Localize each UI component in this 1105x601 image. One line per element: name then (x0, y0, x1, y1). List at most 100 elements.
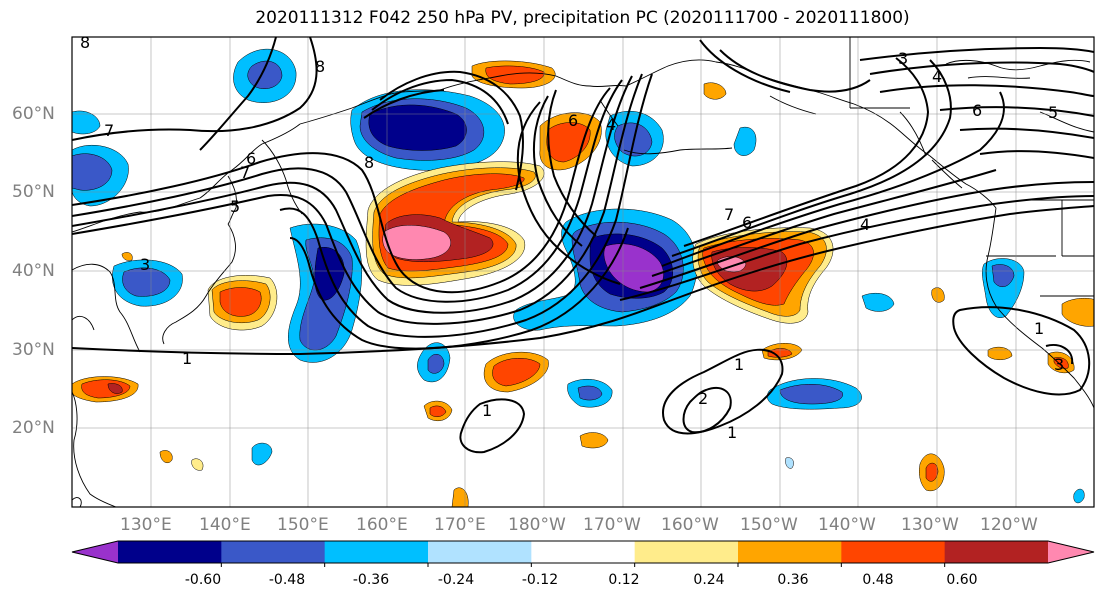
pv-contour (869, 61, 1094, 75)
contour-label: 3 (1054, 355, 1064, 374)
coastlines (72, 37, 1094, 507)
coastline (623, 147, 733, 155)
colorbar-swatch (118, 541, 222, 563)
lon-label: 160°E (356, 515, 408, 535)
pv-contour (72, 37, 318, 141)
coastline (986, 199, 1094, 297)
colorbar-tick-label: -0.48 (268, 572, 306, 588)
precip-blob (703, 82, 727, 100)
colorbar-swatch (531, 541, 636, 563)
precip-blob (492, 358, 541, 387)
coastline (967, 76, 1031, 79)
coastline (72, 316, 95, 331)
pv-contour (682, 387, 732, 434)
pv-contour (959, 127, 1094, 139)
colorbar-tick-label: 0.48 (862, 572, 894, 588)
colorbar-swatch (428, 541, 532, 563)
pv-contour (289, 227, 629, 350)
contour-label: 4 (932, 67, 942, 86)
colorbar-swatch (324, 541, 429, 563)
precip-blob (485, 65, 545, 85)
contour-label: 1 (482, 401, 492, 420)
precip-blob (122, 267, 171, 297)
pv-contour (371, 78, 509, 125)
precip-blob (925, 462, 939, 482)
lon-label: 150°E (277, 515, 329, 535)
map-frame (71, 36, 1095, 508)
precip-blob (931, 287, 945, 303)
coastline (261, 139, 303, 215)
pv-contour (72, 73, 643, 325)
contour-label: 6 (246, 149, 256, 168)
colorbar-tick-label: 0.60 (946, 572, 978, 588)
pv-contour (859, 46, 1094, 61)
colorbar-tick-label: 0.36 (777, 572, 809, 588)
contour-label: 6 (568, 111, 578, 130)
contour-label: 1 (1034, 319, 1044, 338)
contour-label: 8 (315, 57, 325, 76)
precip-blob (429, 405, 447, 417)
colorbar-swatch (738, 541, 842, 563)
precip-blob (159, 450, 173, 463)
pv-contour (459, 398, 526, 454)
precip-blob (577, 385, 603, 401)
coastline (72, 123, 301, 233)
pv-contour (199, 37, 277, 151)
lon-label: 140°E (199, 515, 251, 535)
pv-contour (72, 79, 623, 303)
pv-contour (939, 106, 1094, 117)
contour-label: 6 (742, 213, 752, 232)
lat-label: 60°N (12, 104, 55, 124)
pv-contour (952, 306, 1091, 396)
contour-label: 5 (230, 197, 240, 216)
contour-label: 1 (734, 355, 744, 374)
colorbar-tick-label: -0.36 (352, 572, 390, 588)
colorbar-tick-label: -0.24 (437, 572, 475, 588)
precip-blob (861, 293, 895, 312)
pv-contour (979, 150, 1094, 159)
lat-label: 20°N (12, 418, 55, 438)
precip-blob (733, 126, 757, 156)
pv-contour (671, 59, 952, 257)
contour-label: 3 (140, 255, 150, 274)
contour-label: 6 (972, 101, 982, 120)
precip-blob (219, 287, 262, 317)
lon-label: 130°W (901, 515, 959, 535)
pv-contour (699, 39, 791, 93)
coastline (985, 207, 1094, 409)
contour-label: 7 (104, 121, 114, 140)
lon-label: 160°W (661, 515, 719, 535)
colorbar-swatch (221, 541, 326, 563)
precip-anomaly-fills (72, 48, 1094, 507)
coastline (72, 497, 82, 507)
precip-blob (107, 383, 123, 394)
precip-blob (1061, 298, 1094, 327)
pv-contour (516, 101, 621, 285)
colorbar-tick-label: 0.24 (693, 572, 725, 588)
colorbar-swatch (944, 541, 1049, 563)
contour-label: 8 (364, 153, 374, 172)
precip-blob (1053, 357, 1069, 369)
contour-label: 4 (860, 215, 870, 234)
pv-contour (719, 49, 871, 93)
lon-label: 170°W (583, 515, 641, 535)
precip-blob (382, 225, 451, 260)
coastline (853, 103, 997, 209)
contour-labels: 8 8 7 7 6 5 3 4 6 5 7 6 4 1 1 2 1 1 3 6 … (80, 33, 1064, 442)
pv-contour (547, 89, 597, 237)
lon-label: 170°E (434, 515, 486, 535)
graticule (72, 37, 1094, 507)
precip-blob (991, 264, 1015, 288)
pv-contour (279, 73, 653, 338)
contour-label: 8 (80, 33, 90, 52)
precip-blob (191, 458, 204, 471)
precip-blob (368, 104, 467, 151)
coastline (849, 37, 910, 109)
colorbar-swatch (841, 541, 946, 563)
coastline (899, 111, 963, 189)
pv-contour (379, 70, 524, 191)
coastline (72, 391, 117, 507)
pv-contour (72, 75, 633, 314)
colorbar-tick-label: -0.12 (521, 572, 559, 588)
